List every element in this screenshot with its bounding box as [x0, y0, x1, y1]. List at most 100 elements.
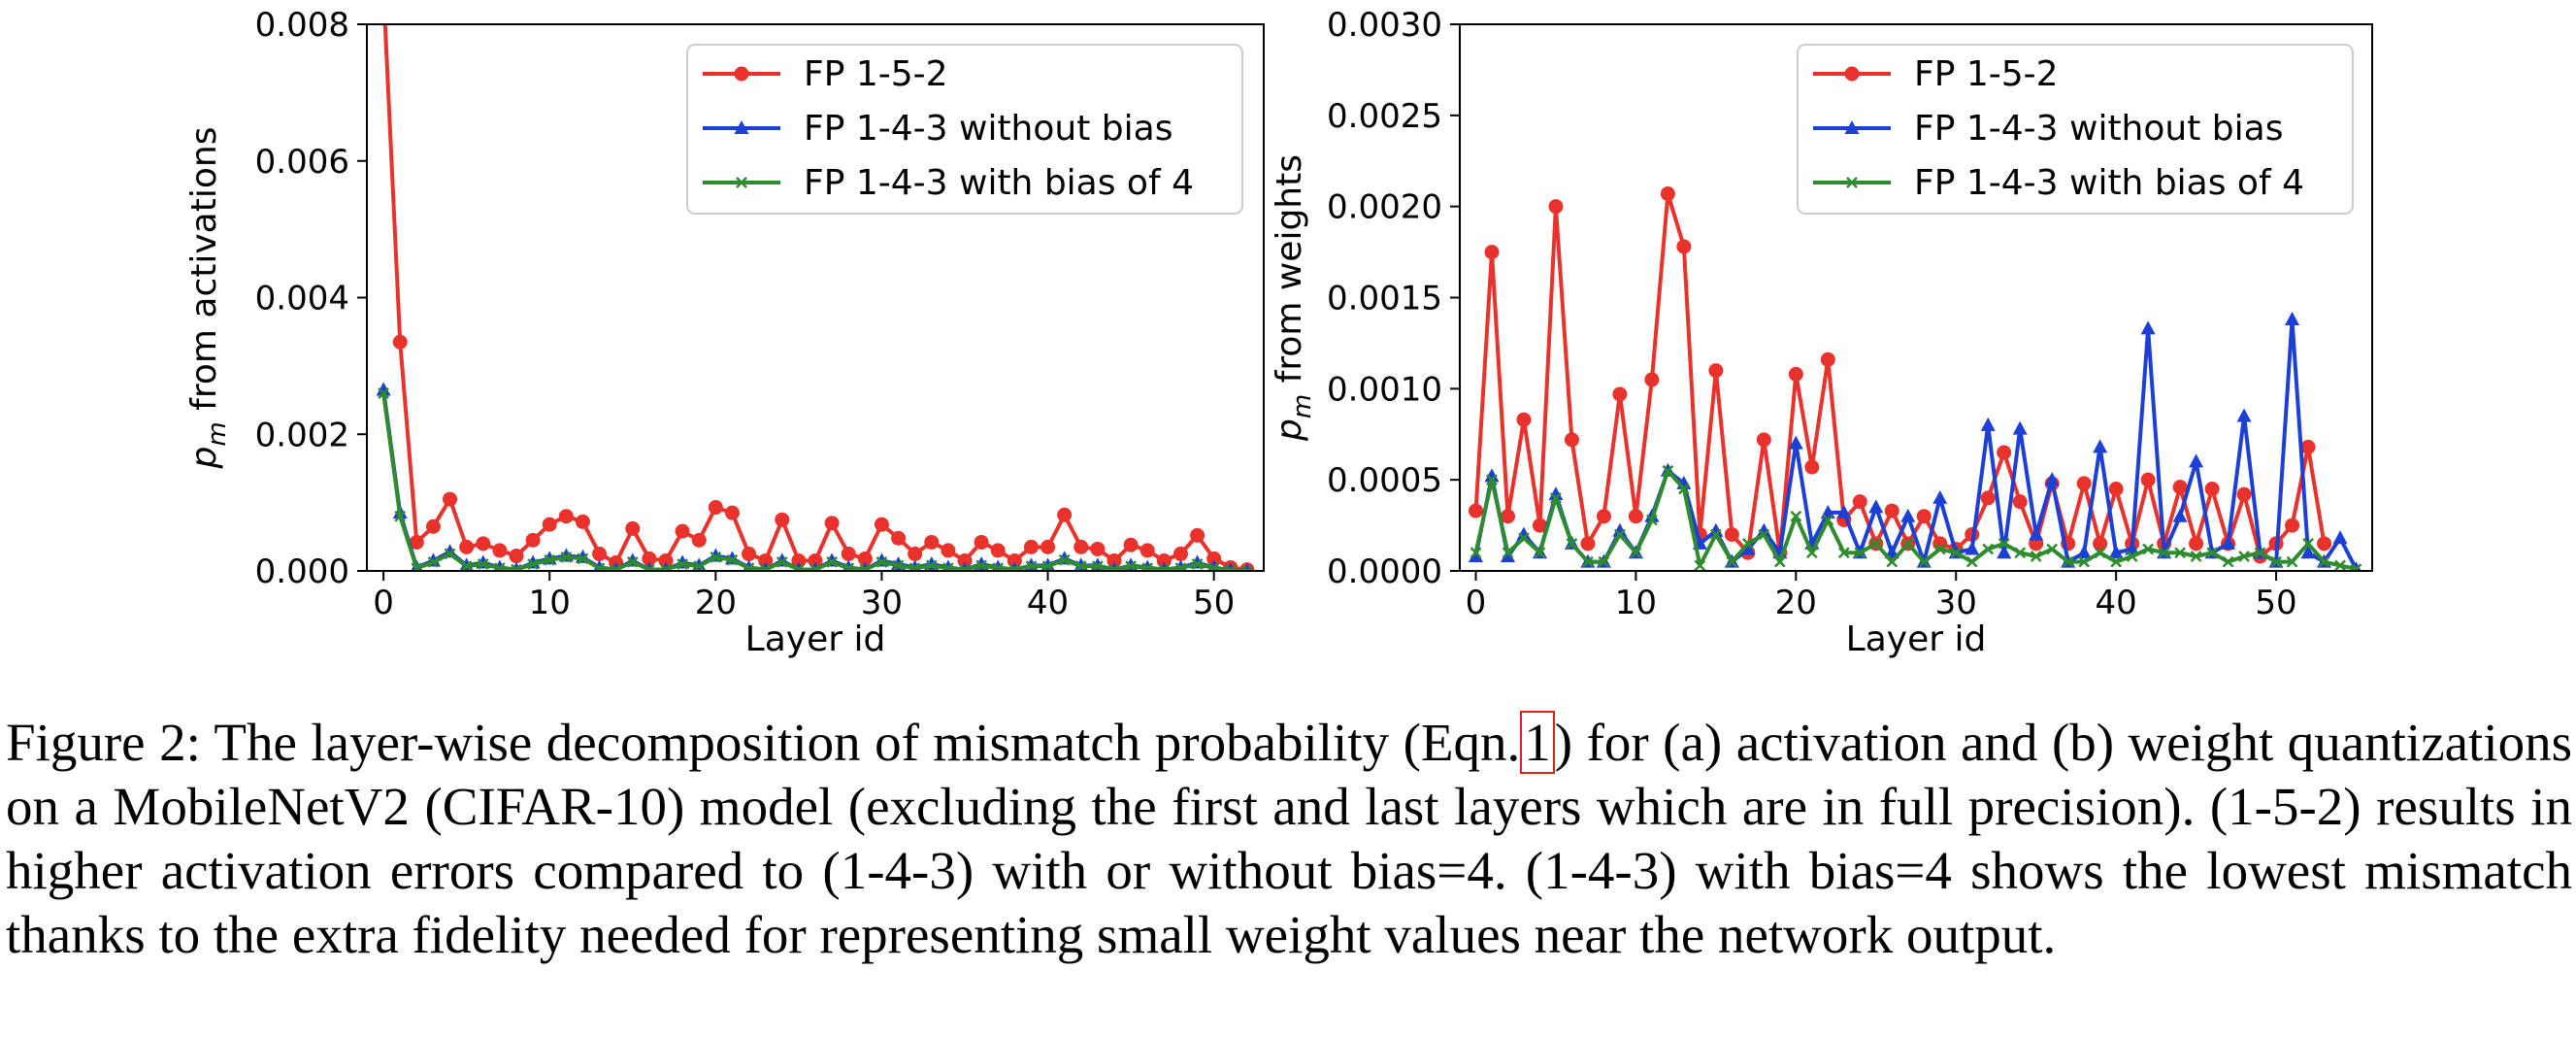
data-point — [1709, 528, 1722, 541]
data-point — [2046, 543, 2059, 555]
data-point — [2236, 408, 2252, 422]
series-line — [381, 392, 1247, 571]
x-axis-label: Layer id — [745, 619, 886, 659]
x-tick-label: 40 — [1027, 584, 1069, 622]
legend-label: FP 1-4-3 without bias — [804, 109, 1172, 149]
data-point — [1500, 509, 1515, 524]
data-point — [2317, 536, 2332, 552]
caption-label: Figure 2: — [6, 713, 201, 772]
data-point — [1090, 541, 1106, 556]
data-point — [411, 562, 423, 571]
data-point — [1836, 504, 1852, 518]
data-point — [1566, 537, 1578, 550]
data-point — [2093, 439, 2108, 453]
data-point — [710, 552, 722, 563]
data-point — [1741, 537, 1754, 550]
data-point — [1534, 547, 1546, 559]
data-point — [743, 562, 755, 571]
data-point — [544, 553, 556, 566]
data-point — [1932, 536, 1948, 552]
data-point — [2221, 535, 2236, 550]
data-point — [1756, 432, 1771, 448]
data-point — [1644, 372, 1660, 387]
data-point — [1965, 555, 1978, 568]
data-point — [1612, 386, 1628, 402]
data-point — [2236, 486, 2252, 502]
data-point — [2078, 555, 2091, 568]
data-point — [1980, 417, 1996, 431]
data-point — [2012, 494, 2028, 510]
data-point — [2300, 545, 2316, 559]
data-point — [542, 517, 557, 532]
activations-chart: 0.000 0.002 0.004 0.006 0.008 0 10 20 30 40 50 Laye… — [184, 6, 1265, 659]
legend-label: FP 1-4-3 with bias of 4 — [804, 163, 1194, 203]
data-point — [1805, 547, 1818, 559]
data-point — [2318, 555, 2330, 568]
figure-plots: 0.000 0.002 0.004 0.006 0.008 0 10 20 30 40 50 Laye… — [184, 6, 2373, 659]
data-point — [2172, 508, 2188, 522]
data-point — [2222, 555, 2234, 568]
data-point — [1074, 560, 1087, 571]
data-point — [1854, 547, 1866, 559]
data-point — [1820, 351, 1835, 367]
data-point — [460, 560, 473, 571]
data-point — [1484, 468, 1500, 483]
data-point — [875, 555, 888, 568]
y-tick-label: 0.0020 — [1327, 188, 1442, 227]
data-point — [2140, 472, 2156, 487]
y-tick-label: 0.0015 — [1327, 280, 1442, 318]
legend-item: FP 1-4-3 without bias — [703, 109, 1172, 149]
equation-reference-link[interactable]: 1 — [1520, 711, 1555, 774]
data-point — [492, 543, 508, 558]
data-point — [1788, 435, 1803, 450]
data-point — [693, 560, 706, 571]
data-point — [1191, 558, 1204, 570]
legend: FP 1-5-2 FP 1-4-3 without bias FP 1-4-3 wi… — [1797, 44, 2354, 215]
y-axis-label-text: from activations — [184, 127, 224, 422]
data-point — [592, 546, 608, 561]
data-point — [1932, 489, 1948, 504]
data-point — [992, 562, 1005, 571]
data-point — [2012, 420, 2028, 435]
weights-chart: 0.0000 0.0005 0.0010 0.0015 0.0020 0.0025 0.00… — [1270, 6, 2373, 659]
data-point — [2285, 312, 2300, 326]
data-point — [1516, 526, 1532, 541]
data-point — [477, 558, 489, 570]
data-point — [1965, 541, 1980, 555]
data-point — [2189, 453, 2204, 468]
data-point — [1726, 555, 1738, 568]
data-point — [1724, 526, 1739, 542]
data-point — [2300, 439, 2316, 454]
x-tick-label: 0 — [373, 584, 394, 622]
data-point — [560, 552, 573, 563]
data-point — [509, 549, 524, 564]
data-point — [990, 543, 1006, 558]
data-point — [1950, 547, 1963, 559]
data-point — [1676, 239, 1692, 254]
data-point — [1837, 547, 1850, 559]
data-point — [1141, 562, 1154, 571]
caption-text-a: The layer-wise decomposition of mismatch… — [200, 713, 1521, 772]
legend-label: FP 1-5-2 — [1914, 54, 2059, 94]
data-point — [1174, 562, 1187, 571]
data-point — [1598, 555, 1610, 568]
data-point — [2286, 555, 2298, 568]
data-point — [908, 562, 921, 571]
legend-marker — [734, 120, 749, 134]
data-point — [1694, 559, 1706, 571]
data-point — [625, 520, 641, 536]
data-point — [2172, 480, 2188, 495]
data-point — [1190, 527, 1205, 543]
data-point — [1852, 494, 1867, 510]
data-point — [975, 559, 987, 571]
data-point — [2108, 482, 2124, 497]
data-point — [2044, 472, 2060, 486]
data-point — [1596, 509, 1611, 524]
data-point — [2206, 547, 2218, 559]
data-point — [610, 563, 622, 571]
series-3 — [378, 387, 1253, 571]
data-point — [1058, 553, 1071, 566]
legend-marker — [736, 177, 747, 188]
x-tick-label: 30 — [1935, 584, 1977, 622]
data-point — [941, 543, 956, 558]
